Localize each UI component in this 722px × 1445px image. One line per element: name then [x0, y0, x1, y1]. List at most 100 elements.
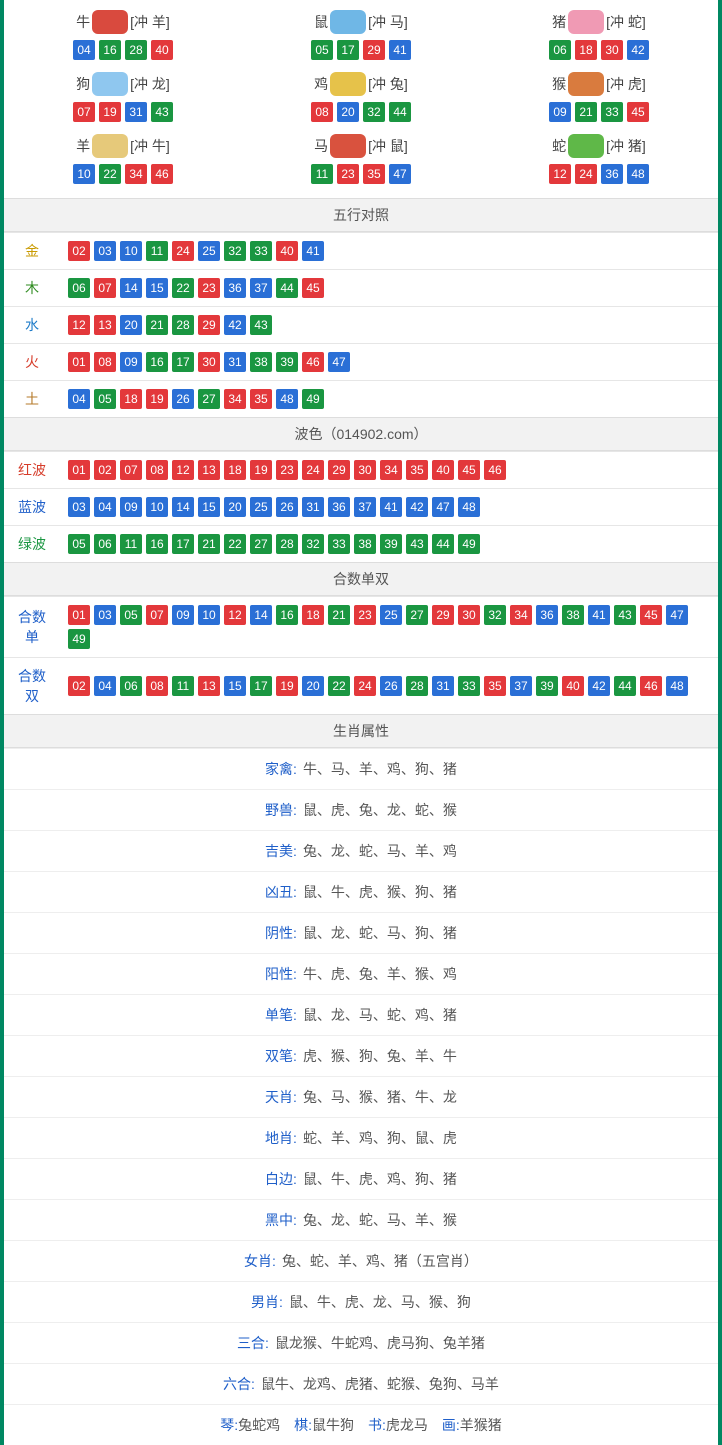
number-ball: 31: [432, 676, 454, 696]
ball-group: 05172941: [242, 40, 480, 60]
number-ball: 24: [172, 241, 194, 261]
number-ball: 36: [536, 605, 558, 625]
attr-footer-key: 棋:: [294, 1417, 312, 1433]
number-ball: 47: [389, 164, 411, 184]
number-ball: 47: [432, 497, 454, 517]
attr-key: 野兽:: [265, 802, 297, 818]
number-ball: 40: [276, 241, 298, 261]
attr-value: 牛、虎、兔、羊、猴、鸡: [303, 966, 457, 982]
number-ball: 12: [68, 315, 90, 335]
attr-row: 地肖:蛇、羊、鸡、狗、鼠、虎: [4, 1117, 718, 1158]
number-ball: 22: [99, 164, 121, 184]
number-ball: 10: [198, 605, 220, 625]
zodiac-title: 猴[冲 虎]: [480, 72, 718, 96]
ball-group: 11233547: [242, 164, 480, 184]
attr-row: 凶丑:鼠、牛、虎、猴、狗、猪: [4, 871, 718, 912]
number-ball: 17: [172, 534, 194, 554]
number-ball: 27: [406, 605, 428, 625]
row-value: 06071415222336374445: [60, 270, 718, 307]
number-ball: 47: [666, 605, 688, 625]
attr-value: 鼠、龙、马、蛇、鸡、猪: [303, 1007, 457, 1023]
attr-key: 天肖:: [265, 1089, 297, 1105]
ball-group: 02031011242532334041: [68, 241, 710, 261]
number-ball: 09: [549, 102, 571, 122]
number-ball: 02: [68, 676, 90, 696]
zodiac-cell: 鼠[冲 马]05172941: [242, 6, 480, 68]
number-ball: 30: [198, 352, 220, 372]
number-ball: 43: [151, 102, 173, 122]
number-ball: 38: [562, 605, 584, 625]
number-ball: 48: [458, 497, 480, 517]
number-ball: 15: [146, 278, 168, 298]
row-value: 03040910141520252631363741424748: [60, 489, 718, 526]
number-ball: 01: [68, 460, 90, 480]
zodiac-animal-icon: [92, 72, 128, 96]
attr-footer-key: 画:: [442, 1417, 460, 1433]
ball-group: 0103050709101214161821232527293032343638…: [68, 605, 710, 649]
number-ball: 05: [120, 605, 142, 625]
number-ball: 23: [276, 460, 298, 480]
zodiac-cell: 羊[冲 牛]10223446: [4, 130, 242, 192]
number-ball: 41: [588, 605, 610, 625]
table-row: 金02031011242532334041: [4, 233, 718, 270]
number-ball: 21: [146, 315, 168, 335]
number-ball: 49: [68, 629, 90, 649]
row-value: 1213202128294243: [60, 307, 718, 344]
row-label: 合数单: [4, 597, 60, 658]
number-ball: 33: [328, 534, 350, 554]
number-ball: 38: [250, 352, 272, 372]
number-ball: 09: [120, 352, 142, 372]
number-ball: 18: [120, 389, 142, 409]
attr-key: 双笔:: [265, 1048, 297, 1064]
attr-key: 三合:: [237, 1335, 269, 1351]
number-ball: 34: [224, 389, 246, 409]
zodiac-cell: 猴[冲 虎]09213345: [480, 68, 718, 130]
section-header-bose: 波色（014902.com）: [4, 417, 718, 451]
number-ball: 48: [666, 676, 688, 696]
zodiac-name: 鼠: [314, 12, 328, 32]
attr-row: 家禽:牛、马、羊、鸡、狗、猪: [4, 748, 718, 789]
attr-value: 鼠牛、龙鸡、虎猪、蛇猴、兔狗、马羊: [261, 1376, 499, 1392]
number-ball: 08: [146, 676, 168, 696]
number-ball: 41: [302, 241, 324, 261]
number-ball: 35: [406, 460, 428, 480]
attr-key: 地肖:: [265, 1130, 297, 1146]
attr-key: 男肖:: [251, 1294, 283, 1310]
section-header-attrs: 生肖属性: [4, 714, 718, 748]
number-ball: 40: [151, 40, 173, 60]
attr-row: 女肖:兔、蛇、羊、鸡、猪（五宫肖）: [4, 1240, 718, 1281]
number-ball: 06: [68, 278, 90, 298]
number-ball: 13: [198, 676, 220, 696]
row-value: 04051819262734354849: [60, 381, 718, 418]
number-ball: 24: [575, 164, 597, 184]
attr-row: 三合:鼠龙猴、牛蛇鸡、虎马狗、兔羊猪: [4, 1322, 718, 1363]
attr-key: 凶丑:: [265, 884, 297, 900]
number-ball: 14: [120, 278, 142, 298]
number-ball: 20: [337, 102, 359, 122]
number-ball: 13: [198, 460, 220, 480]
ball-group: 0108091617303138394647: [68, 352, 710, 372]
number-ball: 43: [406, 534, 428, 554]
number-ball: 06: [120, 676, 142, 696]
number-ball: 04: [73, 40, 95, 60]
number-ball: 41: [389, 40, 411, 60]
number-ball: 46: [151, 164, 173, 184]
ball-group: 04051819262734354849: [68, 389, 710, 409]
attr-row: 男肖:鼠、牛、虎、龙、马、猴、狗: [4, 1281, 718, 1322]
number-ball: 49: [302, 389, 324, 409]
number-ball: 04: [94, 497, 116, 517]
zodiac-animal-icon: [330, 134, 366, 158]
number-ball: 46: [640, 676, 662, 696]
number-ball: 03: [94, 241, 116, 261]
zodiac-animal-icon: [330, 72, 366, 96]
number-ball: 10: [146, 497, 168, 517]
zodiac-cell: 鸡[冲 兔]08203244: [242, 68, 480, 130]
zodiac-title: 马[冲 鼠]: [242, 134, 480, 158]
number-ball: 04: [68, 389, 90, 409]
section-header-heshu: 合数单双: [4, 562, 718, 596]
row-value: 05061116172122272832333839434449: [60, 526, 718, 563]
attr-footer-key: 琴:: [220, 1417, 238, 1433]
row-value: 0102070812131819232429303435404546: [60, 452, 718, 489]
number-ball: 46: [484, 460, 506, 480]
number-ball: 12: [172, 460, 194, 480]
